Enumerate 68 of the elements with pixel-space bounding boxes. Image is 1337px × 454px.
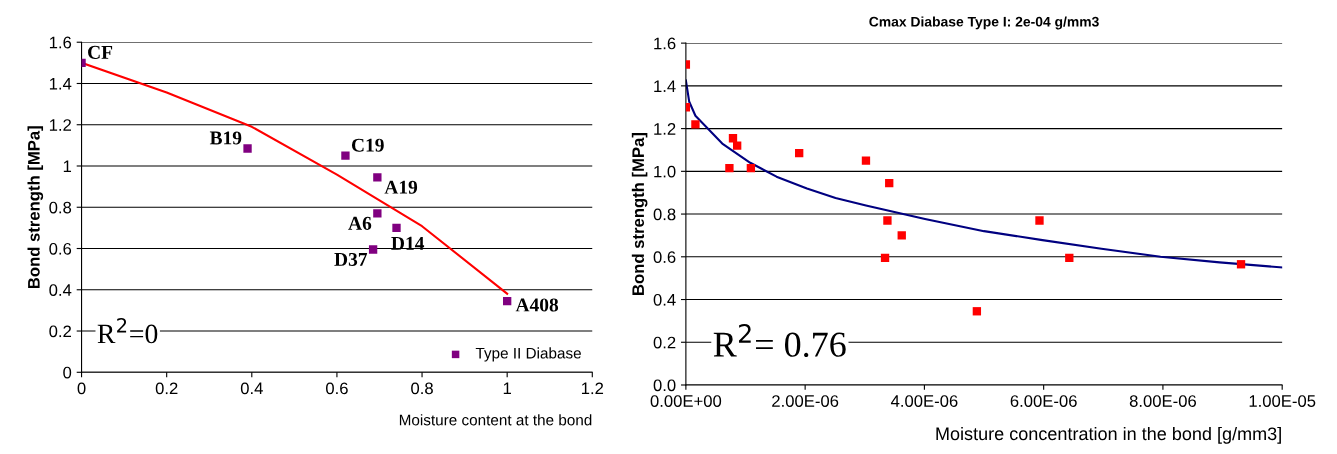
x-tick-label: 0.8 (411, 382, 433, 395)
point (1236, 260, 1246, 269)
point (503, 296, 512, 306)
annotation: R$^{2}$=0 (97, 317, 158, 344)
point (861, 156, 871, 165)
x-tick-label: 2.00E-06 (772, 395, 839, 407)
chart-title: Cmax Diabase Type I: 2e-04 g/mm3 (869, 16, 1099, 30)
point (728, 134, 738, 143)
point (392, 223, 401, 233)
y-tick-label: 0.0 (653, 379, 676, 392)
x-tick-label: 4.00E-06 (890, 395, 958, 407)
y-tick-label: 1.4 (654, 80, 676, 92)
x-tick-label: 1.00E-05 (1249, 395, 1316, 407)
y-tick-label: 0 (63, 366, 72, 379)
x-tick-label: 6.00E-06 (1010, 395, 1077, 407)
point (972, 307, 982, 316)
point (746, 163, 756, 173)
y-tick-label: 1.2 (49, 119, 71, 131)
x-tick-label: 1 (503, 382, 511, 395)
y-axis-title: Bond strength [MPa] (27, 126, 44, 289)
y-tick-label: 1.4 (49, 78, 72, 90)
point (341, 151, 350, 160)
x-tick-label: 0.6 (325, 382, 348, 395)
x-axis-title: Moisture content at the bond (399, 414, 592, 426)
x-tick-label: 0.00E+00 (650, 395, 722, 407)
point (1035, 216, 1044, 225)
point (691, 120, 700, 129)
annotation: CF (88, 45, 113, 59)
annotation: R$^{2}$= 0.76 (713, 323, 846, 358)
annotation: D37 (334, 252, 368, 266)
x-axis-title: Moisture concentration in the bond [g/mm3] (936, 426, 1281, 444)
annotation: C19 (351, 138, 384, 152)
y-tick-label: 0.2 (49, 325, 71, 338)
point (243, 144, 252, 153)
point (795, 149, 804, 158)
x-tick-label: 1.2 (581, 382, 604, 395)
annotation: B19 (209, 131, 242, 145)
y-tick-label: 0.6 (49, 242, 72, 255)
legend-label: Type II Diabase (475, 347, 581, 362)
annotation: A6 (348, 216, 372, 230)
point (883, 216, 892, 225)
point (1065, 253, 1074, 263)
point (880, 253, 890, 263)
point (368, 245, 378, 254)
point (373, 209, 382, 218)
y-tick-label: 0.6 (653, 251, 676, 263)
y-axis-title: Bond strength [MPa] (631, 133, 648, 295)
point (897, 231, 906, 240)
annotation: A19 (384, 180, 418, 194)
annotation: A408 (515, 298, 559, 312)
point (885, 178, 894, 188)
y-tick-label: 1.0 (654, 165, 676, 178)
y-tick-label: 0.2 (653, 336, 676, 349)
y-tick-label: 1.6 (49, 36, 72, 49)
point (725, 163, 734, 173)
y-tick-label: 0.8 (653, 208, 676, 221)
point (733, 141, 742, 150)
y-tick-label: 1.6 (654, 37, 676, 50)
y-tick-label: 1.2 (654, 123, 676, 135)
x-tick-label: 0.4 (240, 382, 263, 395)
y-tick-label: 1 (63, 160, 72, 173)
y-tick-label: 0.4 (653, 293, 676, 306)
point (373, 173, 382, 182)
x-tick-label: 0.2 (155, 382, 178, 395)
y-tick-label: 0.8 (49, 201, 72, 214)
y-tick-label: 0.4 (49, 284, 72, 296)
x-tick-label: 8.00E-06 (1129, 395, 1197, 407)
x-tick-label: 0 (77, 382, 86, 395)
